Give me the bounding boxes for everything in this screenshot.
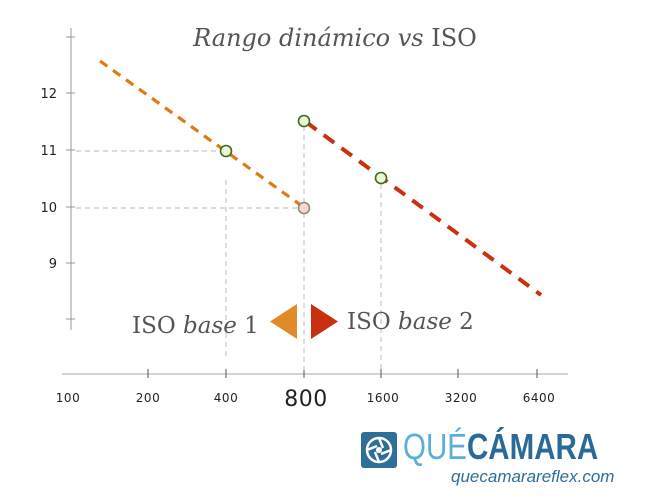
y-tick-12: 12: [40, 87, 57, 102]
arrow-left-icon: [270, 304, 297, 339]
x-axis: [62, 369, 568, 378]
guide-lines: [76, 126, 382, 370]
label-iso-base-1: ISO base 1: [132, 313, 259, 339]
y-axis-labels: 12 11 10 9: [40, 87, 57, 272]
logo-wordmark: QUÉCÁMARA: [403, 427, 598, 467]
logo-camara: CÁMARA: [466, 426, 599, 467]
label-iso-base-2: ISO base 2: [347, 309, 474, 335]
y-tick-9: 9: [49, 257, 57, 272]
x-tick-200: 200: [136, 391, 160, 405]
y-axis: [66, 28, 75, 330]
chart-title: Rango dinámico vs ISO: [192, 24, 477, 52]
logo-url: quecamarareflex.com: [451, 467, 615, 486]
x-tick-1600: 1600: [367, 391, 400, 405]
x-tick-100: 100: [56, 391, 80, 405]
marker-iso400-dr11: [219, 144, 233, 158]
arrow-right-icon: [311, 304, 338, 339]
camera-aperture-icon: [361, 432, 397, 468]
x-tick-3200: 3200: [445, 391, 478, 405]
marker-iso800-dr10: [297, 201, 311, 215]
marker-iso1600-dr10-5: [374, 171, 388, 185]
marker-iso800-dr11-5: [297, 114, 311, 128]
logo-que: QUÉ: [403, 426, 467, 467]
x-axis-labels: 100 200 400 800 1600 3200 6400: [56, 387, 555, 412]
y-tick-11: 11: [40, 144, 57, 159]
series-base2-line: [304, 120, 543, 297]
series-base1-line: [99, 59, 303, 208]
x-tick-800: 800: [284, 387, 328, 412]
x-tick-400: 400: [214, 391, 238, 405]
x-tick-6400: 6400: [523, 391, 556, 405]
quecamara-logo: QUÉCÁMARA quecamarareflex.com: [361, 427, 615, 490]
y-tick-10: 10: [40, 201, 57, 216]
